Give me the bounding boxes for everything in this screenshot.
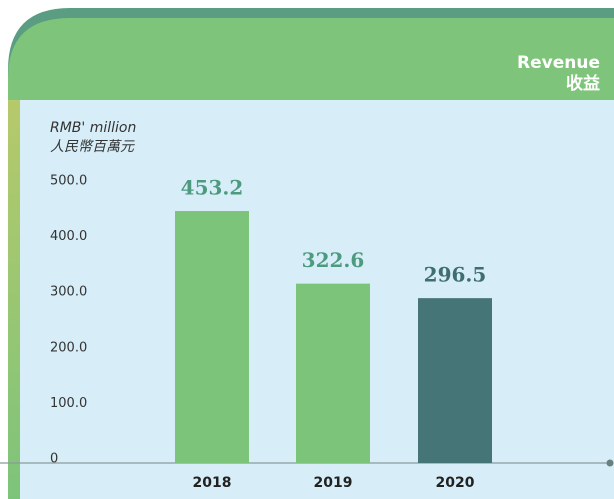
- value-label: 296.5: [424, 263, 487, 287]
- bar: [175, 211, 249, 463]
- bar: [418, 298, 492, 463]
- y-tick-label: 100.0: [50, 396, 87, 411]
- x-tick-label: 2020: [436, 475, 475, 491]
- left-strip: [8, 100, 20, 499]
- y-tick-label: 300.0: [50, 285, 87, 300]
- y-tick-label: 400.0: [50, 229, 87, 244]
- x-tick-label: 2019: [314, 475, 353, 491]
- y-tick-label: 0: [50, 452, 58, 467]
- subtitle: 收益: [566, 73, 600, 94]
- y-axis-label-secondary: 人民幣百萬元: [50, 139, 135, 155]
- y-axis-label: RMB' million: [50, 120, 136, 136]
- y-tick-label: 200.0: [50, 340, 87, 355]
- baseline-dot: [606, 459, 614, 467]
- bar: [296, 283, 370, 463]
- y-tick-label: 500.0: [50, 174, 87, 189]
- title: Revenue: [517, 53, 600, 73]
- value-label: 322.6: [302, 248, 365, 272]
- x-tick-label: 2018: [193, 475, 232, 491]
- value-label: 453.2: [181, 176, 244, 200]
